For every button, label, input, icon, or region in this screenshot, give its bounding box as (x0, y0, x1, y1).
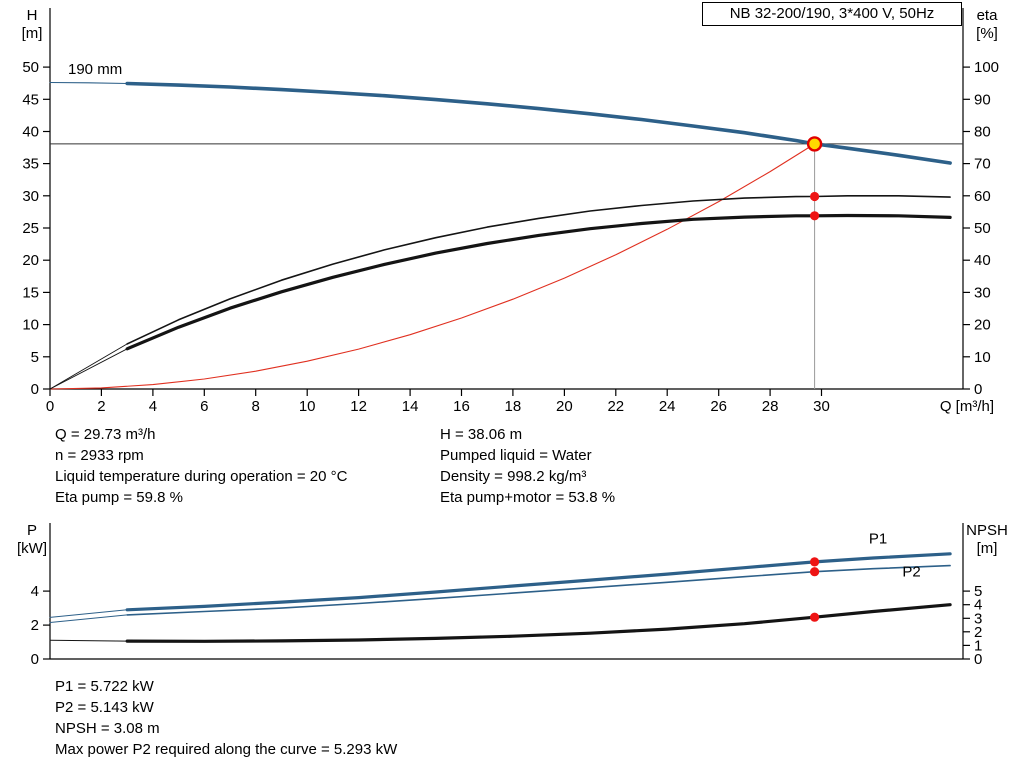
right-tick-label: 0 (974, 381, 982, 398)
x-tick-label: 18 (505, 398, 522, 415)
max-power-text: Max power P2 required along the curve = … (55, 741, 398, 758)
x-tick-label: 6 (200, 398, 208, 415)
p2-text: P2 = 5.143 kW (55, 699, 154, 716)
speed-text: n = 2933 rpm (55, 447, 144, 464)
x-tick-label: 4 (149, 398, 157, 415)
p2-curve (126, 564, 951, 616)
left-tick-label: 0 (31, 651, 39, 668)
right-tick-label: 40 (974, 252, 991, 269)
p1-curve (125, 552, 952, 612)
left-tick-label: 0 (31, 381, 39, 398)
pumped-liquid-text: Pumped liquid = Water (440, 447, 592, 464)
npsh-curve-lead (49, 639, 128, 642)
x-tick-label: 14 (402, 398, 419, 415)
system-curve (49, 143, 816, 390)
curve-label: 190 mm (68, 61, 122, 78)
right-axis-title: NPSH (966, 522, 1008, 539)
eta-pump-motor-text: Eta pump+motor = 53.8 % (440, 489, 616, 506)
right-tick-label: 30 (974, 284, 991, 301)
left-axis-title: H (27, 7, 38, 24)
liquid-temp-text: Liquid temperature during operation = 20… (55, 468, 348, 485)
right-tick-label: 3 (974, 610, 982, 627)
x-tick-label: 16 (453, 398, 470, 415)
eta-pump-motor-dot (810, 211, 820, 221)
eta-pump-motor-curve (125, 213, 952, 351)
duty-data-left: Q = 29.73 m³/h n = 2933 rpm Liquid tempe… (55, 424, 347, 508)
left-tick-label: 15 (22, 284, 39, 301)
x-tick-label: 12 (350, 398, 367, 415)
right-tick-label: 80 (974, 124, 991, 141)
x-tick-label: 24 (659, 398, 676, 415)
p2-dot (810, 567, 820, 577)
right-tick-label: 100 (974, 59, 999, 76)
left-tick-label: 5 (31, 349, 39, 366)
x-tick-label: 8 (252, 398, 260, 415)
eta-pump-curve (126, 195, 951, 345)
right-tick-label: 50 (974, 220, 991, 237)
left-tick-label: 40 (22, 124, 39, 141)
npsh-curve (125, 603, 952, 643)
left-axis-title: [m] (22, 25, 43, 42)
pump-title-box: NB 32-200/190, 3*400 V, 50Hz (702, 2, 962, 26)
right-tick-label: 70 (974, 156, 991, 173)
duty-data-right: H = 38.06 m Pumped liquid = Water Densit… (440, 424, 615, 508)
right-tick-label: 20 (974, 317, 991, 334)
right-tick-label: 4 (974, 597, 982, 614)
eta-pump-lead (49, 343, 128, 390)
right-axis-title: [%] (976, 25, 998, 42)
x-tick-label: 26 (710, 398, 727, 415)
left-tick-label: 2 (31, 617, 39, 634)
p1-curve-lead (49, 609, 128, 618)
right-tick-label: 10 (974, 349, 991, 366)
curve-label: P2 (902, 564, 920, 581)
right-tick-label: 5 (974, 583, 982, 600)
npsh-text: NPSH = 3.08 m (55, 720, 160, 737)
p1-text: P1 = 5.722 kW (55, 678, 154, 695)
eta-pump-motor-lead (49, 348, 128, 390)
duty-flow-text: Q = 29.73 m³/h (55, 426, 156, 443)
left-tick-label: 35 (22, 156, 39, 173)
npsh-dot (810, 612, 820, 622)
right-axis-title: [m] (977, 540, 998, 557)
right-axis-title: eta (977, 7, 999, 24)
right-tick-label: 0 (974, 651, 982, 668)
right-tick-label: 90 (974, 91, 991, 108)
duty-point-marker[interactable] (806, 136, 823, 152)
x-tick-label: 22 (607, 398, 624, 415)
x-axis-title: Q [m³/h] (940, 398, 994, 415)
left-tick-label: 4 (31, 583, 39, 600)
p1-dot (810, 557, 820, 567)
curve-label: P1 (869, 531, 887, 548)
eta-pump-dot (810, 191, 820, 202)
duty-head-text: H = 38.06 m (440, 426, 523, 443)
left-tick-label: 45 (22, 91, 39, 108)
left-tick-label: 50 (22, 59, 39, 76)
left-tick-label: 25 (22, 220, 39, 237)
eta-pump-text: Eta pump = 59.8 % (55, 489, 183, 506)
qh-eta-chart: 0510152025303540455001020304050607080901… (22, 7, 999, 415)
right-tick-label: 2 (974, 624, 982, 641)
x-tick-label: 30 (813, 398, 830, 415)
density-text: Density = 998.2 kg/m³ (440, 468, 587, 485)
left-tick-label: 20 (22, 252, 39, 269)
x-tick-label: 0 (46, 398, 54, 415)
right-tick-label: 60 (974, 188, 991, 205)
left-axis-title: [kW] (17, 540, 47, 557)
left-axis-title: P (27, 522, 37, 539)
left-tick-label: 10 (22, 317, 39, 334)
x-tick-label: 20 (556, 398, 573, 415)
power-data-block: P1 = 5.722 kW P2 = 5.143 kW NPSH = 3.08 … (55, 676, 397, 760)
x-tick-label: 28 (762, 398, 779, 415)
head-curve-190mm (125, 81, 952, 165)
head-curve-lead (49, 81, 128, 85)
x-tick-label: 10 (299, 398, 316, 415)
right-tick-label: 1 (974, 637, 982, 654)
p2-curve-lead (49, 614, 128, 623)
x-tick-label: 2 (97, 398, 105, 415)
left-tick-label: 30 (22, 188, 39, 205)
